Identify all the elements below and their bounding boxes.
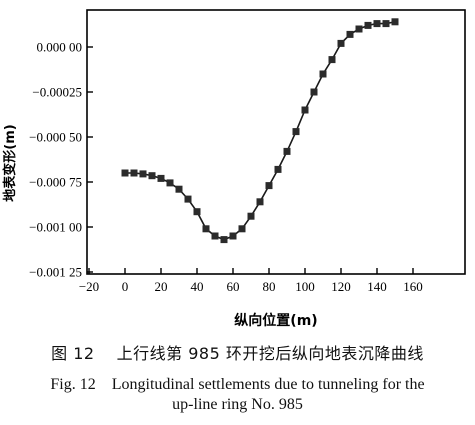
data-point xyxy=(292,128,300,136)
data-point xyxy=(148,172,156,180)
caption-english-line-2: up-line ring No. 985 xyxy=(172,396,303,413)
data-point xyxy=(202,225,210,233)
y-tick-label: −0.001 25 xyxy=(29,265,82,280)
x-tick-label: 140 xyxy=(367,279,387,294)
data-point xyxy=(310,88,318,96)
data-point xyxy=(265,182,273,190)
data-point xyxy=(130,169,138,177)
data-point xyxy=(220,236,228,244)
x-ticks: −20 0 20 40 60 80 100 120 140 160 xyxy=(79,268,423,294)
data-point xyxy=(175,185,183,193)
data-point xyxy=(166,179,174,187)
data-point xyxy=(238,225,246,233)
x-tick-label: 100 xyxy=(295,279,315,294)
y-tick-label: −0.00025 xyxy=(32,85,82,100)
x-tick-label: 0 xyxy=(122,279,129,294)
x-tick-label: 80 xyxy=(263,279,276,294)
data-point xyxy=(337,39,345,47)
data-point xyxy=(373,20,381,28)
data-point xyxy=(157,174,165,182)
x-tick-label: 160 xyxy=(403,279,423,294)
x-tick-label: 20 xyxy=(155,279,168,294)
y-tick-label: −0.001 00 xyxy=(29,220,82,235)
data-point xyxy=(211,232,219,240)
data-point xyxy=(283,147,291,155)
data-point xyxy=(391,18,399,26)
data-point xyxy=(355,25,363,33)
caption-english-line-1: Fig. 12 Longitudinal settlements due to … xyxy=(50,376,425,393)
data-point xyxy=(184,195,192,203)
data-point xyxy=(319,70,327,78)
data-point xyxy=(364,21,372,29)
series-group xyxy=(121,18,399,244)
plot-frame xyxy=(86,9,466,275)
data-point xyxy=(301,106,309,114)
series-line xyxy=(125,21,396,241)
data-point xyxy=(193,208,201,216)
x-axis-label: 纵向位置(m) xyxy=(234,312,317,329)
data-point xyxy=(346,30,354,38)
data-point xyxy=(256,198,264,206)
data-point xyxy=(121,169,129,177)
x-tick-label: 60 xyxy=(227,279,240,294)
data-point xyxy=(382,20,390,28)
data-point xyxy=(229,232,237,240)
y-tick-label: −0.000 75 xyxy=(29,175,82,190)
data-point xyxy=(328,56,336,64)
caption-chinese: 图 12 上行线第 985 环开挖后纵向地表沉降曲线 xyxy=(51,344,424,363)
x-tick-label: −20 xyxy=(79,279,99,294)
x-tick-label: 120 xyxy=(331,279,351,294)
y-axis-label: 地表变形(m) xyxy=(2,124,18,201)
x-tick-label: 40 xyxy=(191,279,204,294)
data-point xyxy=(247,212,255,220)
y-ticks: 0.000 00 −0.00025 −0.000 50 −0.000 75 −0.001… xyxy=(29,40,93,280)
settlement-chart: 0.000 00 −0.00025 −0.000 50 −0.000 75 −0.001… xyxy=(2,9,466,329)
y-tick-label: −0.000 50 xyxy=(29,130,82,145)
data-point xyxy=(274,165,282,173)
data-point xyxy=(139,170,147,178)
y-tick-label: 0.000 00 xyxy=(37,40,83,55)
